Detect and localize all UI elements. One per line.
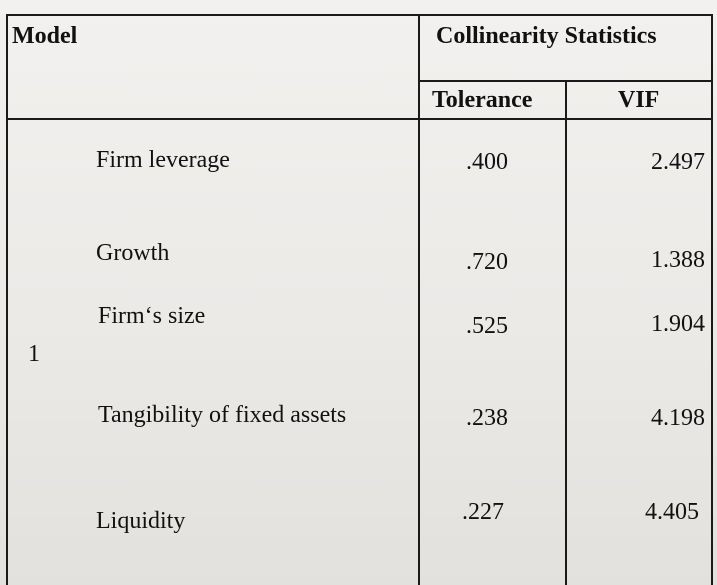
row-variable: Tangibility of fixed assets: [98, 402, 347, 428]
table-right-border: [711, 14, 713, 585]
header-bottom-border: [6, 118, 712, 120]
table-top-border: [6, 14, 712, 16]
row-variable: Firm‘s size: [98, 303, 206, 329]
row-vif: 2.497: [651, 149, 705, 175]
header-model: Model: [12, 23, 78, 49]
row-tolerance: .227: [462, 499, 504, 525]
row-tolerance: .525: [466, 313, 508, 339]
row-vif: 4.405: [645, 499, 699, 525]
row-vif: 4.198: [651, 405, 705, 431]
model-column-divider: [418, 14, 420, 585]
model-number: 1: [28, 341, 40, 367]
table-left-border: [6, 14, 8, 585]
row-tolerance: .238: [466, 405, 508, 431]
row-variable: Liquidity: [96, 508, 186, 534]
tolerance-vif-divider: [565, 80, 567, 585]
row-vif: 1.388: [651, 247, 705, 273]
row-tolerance: .400: [466, 149, 508, 175]
row-variable: Growth: [96, 240, 170, 266]
row-tolerance: .720: [466, 249, 508, 275]
row-vif: 1.904: [651, 311, 705, 337]
row-variable: Firm leverage: [96, 147, 230, 173]
header-collinearity-statistics: Collinearity Statistics: [436, 23, 657, 49]
header-tolerance: Tolerance: [432, 87, 533, 113]
header-vif: VIF: [618, 87, 660, 113]
